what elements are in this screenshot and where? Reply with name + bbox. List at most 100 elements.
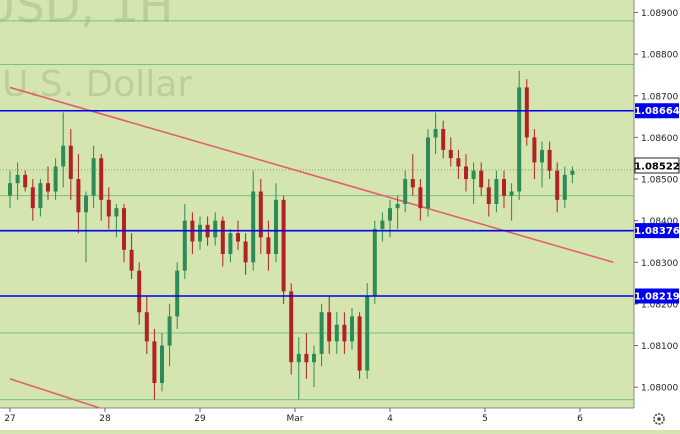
watermark-symbol: USD, 1H <box>0 0 173 33</box>
candle-body-48 <box>372 228 377 296</box>
y-axis-ticks: 1.08900 1.08800 1.08700 1.08600 1.08500 1.084… <box>634 9 678 394</box>
candle-body-16 <box>129 249 134 271</box>
candle-body-51 <box>395 204 400 209</box>
candle-body-7 <box>61 145 66 167</box>
level-label-1: 1.08376 <box>634 226 680 237</box>
last-price-label: 1.08522 <box>634 157 680 174</box>
level-label-0: 1.08664 <box>634 106 680 117</box>
time-axis[interactable] <box>0 408 634 430</box>
candle-body-5 <box>46 183 50 192</box>
candle-body-0 <box>8 183 12 196</box>
candle-body-66 <box>509 191 514 196</box>
x-tick-label-3: Mar <box>287 414 304 424</box>
y-tick-label-2: 1.08700 <box>641 92 678 102</box>
candle-body-38 <box>296 353 301 363</box>
candle-body-44 <box>342 324 347 342</box>
candle-body-32 <box>251 191 256 263</box>
y-tick-label-8: 1.08100 <box>641 342 678 352</box>
candle-body-37 <box>289 291 294 363</box>
candle-body-71 <box>547 149 552 171</box>
candle-body-42 <box>327 312 332 342</box>
grid-lines <box>0 20 634 401</box>
candle-body-25 <box>198 224 202 242</box>
candle-body-40 <box>312 353 316 363</box>
candle-body-10 <box>84 195 88 213</box>
candle-body-73 <box>562 174 567 200</box>
candle-body-64 <box>494 179 499 204</box>
plot-area <box>0 0 634 408</box>
candle-body-18 <box>144 312 149 342</box>
watermark-name: U.S. Dollar <box>2 64 192 105</box>
candle-body-63 <box>486 187 491 204</box>
candle-body-58 <box>448 149 453 159</box>
candle-body-14 <box>114 208 119 217</box>
candles <box>8 70 575 400</box>
gear-icon <box>653 413 665 425</box>
candle-body-21 <box>167 316 172 346</box>
gear-icon-hub <box>657 417 661 421</box>
candle-body-22 <box>175 270 180 317</box>
y-tick-label-4: 1.08500 <box>641 176 678 186</box>
candle-body-29 <box>228 233 233 254</box>
y-tick-label-1: 1.08800 <box>641 51 678 61</box>
candle-body-17 <box>137 270 142 313</box>
settings-button[interactable] <box>653 413 665 425</box>
candle-body-56 <box>433 129 438 138</box>
y-tick-label-7: 1.08200 <box>641 300 678 310</box>
candle-body-34 <box>266 237 271 254</box>
candle-body-1 <box>15 174 20 184</box>
candle-body-69 <box>532 137 537 163</box>
y-tick-label-9: 1.08000 <box>641 384 678 394</box>
candle-body-23 <box>182 220 187 271</box>
trend-line-0 <box>9 86 614 264</box>
x-axis-ticks: 27 28 29 Mar 4 5 6 <box>4 408 583 424</box>
candle-body-11 <box>91 158 96 196</box>
candle-body-45 <box>350 316 354 342</box>
level-labels: 1.08664 1.08376 1.08219 <box>634 103 680 304</box>
x-tick-label-2: 29 <box>194 414 206 424</box>
candle-body-55 <box>426 137 430 209</box>
candle-body-43 <box>334 324 339 342</box>
candle-body-27 <box>213 220 218 238</box>
candle-body-39 <box>304 353 309 363</box>
candle-body-52 <box>403 179 408 204</box>
candle-body-60 <box>464 166 468 180</box>
candle-body-67 <box>517 87 522 192</box>
level-lines <box>0 109 634 297</box>
y-tick-label-3: 1.08600 <box>641 134 678 144</box>
candle-body-46 <box>357 316 362 371</box>
level-label-box-1 <box>635 223 679 239</box>
price-axis[interactable] <box>634 0 680 430</box>
candle-body-33 <box>258 191 263 238</box>
y-tick-label-0: 1.08900 <box>641 9 678 19</box>
candle-body-50 <box>388 208 392 221</box>
candle-body-72 <box>555 170 560 200</box>
candle-body-2 <box>23 174 28 188</box>
candle-body-6 <box>53 166 58 192</box>
candle-body-47 <box>365 295 370 371</box>
candle-body-59 <box>456 158 461 167</box>
x-tick-label-5: 5 <box>482 414 488 424</box>
candle-body-49 <box>380 220 385 229</box>
candle-body-53 <box>410 179 415 188</box>
candle-body-3 <box>30 187 35 209</box>
level-label-2: 1.08219 <box>634 292 680 303</box>
y-tick-label-5: 1.08400 <box>641 217 678 227</box>
candle-body-20 <box>160 345 164 384</box>
candle-body-12 <box>99 158 104 200</box>
candle-body-57 <box>441 129 446 150</box>
x-tick-label-6: 6 <box>577 414 583 424</box>
x-tick-label-4: 4 <box>387 414 393 424</box>
candle-body-54 <box>418 187 423 209</box>
candle-body-28 <box>220 220 225 254</box>
candle-body-41 <box>319 312 324 354</box>
candle-body-15 <box>122 208 126 250</box>
candle-body-61 <box>471 170 476 180</box>
candle-body-36 <box>281 199 286 292</box>
candle-body-9 <box>76 179 81 213</box>
candle-body-62 <box>479 170 484 188</box>
level-label-box-2 <box>635 288 679 304</box>
level-label-box-0 <box>635 103 679 119</box>
x-tick-label-1: 28 <box>99 414 111 424</box>
